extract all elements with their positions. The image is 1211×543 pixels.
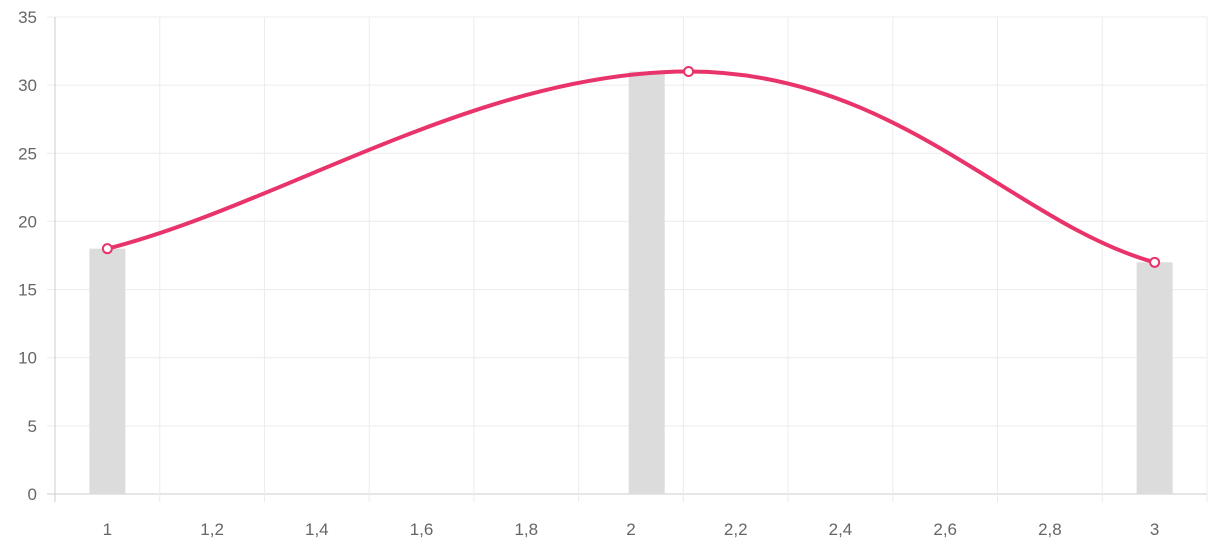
y-tick-label: 15	[18, 281, 37, 300]
line-series	[101, 66, 1161, 268]
y-tick-label: 35	[18, 8, 37, 27]
line-point	[101, 243, 113, 255]
y-tick-label: 20	[18, 212, 37, 231]
x-tick-label: 1,8	[514, 520, 538, 539]
x-tick-label: 2,6	[933, 520, 957, 539]
y-axis-tick-labels: 0 5 10 15 20 25 30 35	[18, 8, 37, 504]
x-tick-label: 1	[103, 520, 112, 539]
bar	[89, 248, 126, 494]
y-tick-label: 30	[18, 76, 37, 95]
bar-series	[89, 71, 1173, 494]
x-tick-label: 2	[626, 520, 635, 539]
y-tick-label: 5	[28, 417, 37, 436]
x-tick-label: 1,2	[200, 520, 224, 539]
x-tick-label: 3	[1150, 520, 1159, 539]
y-tick-label: 0	[28, 485, 37, 504]
x-tick-label: 1,6	[410, 520, 434, 539]
line-point	[1149, 256, 1161, 268]
bar	[1136, 262, 1173, 494]
x-tick-label: 2,4	[829, 520, 853, 539]
y-tick-label: 25	[18, 144, 37, 163]
x-tick-label: 2,2	[724, 520, 748, 539]
bar	[628, 71, 665, 494]
x-tick-label: 2,8	[1038, 520, 1062, 539]
line-point	[683, 66, 695, 78]
x-axis-tick-labels: 1 1,2 1,4 1,6 1,8 2 2,2 2,4 2,6 2,8 3	[103, 520, 1160, 539]
x-tick-label: 1,4	[305, 520, 329, 539]
y-tick-label: 10	[18, 349, 37, 368]
grid-lines	[47, 16, 1208, 502]
